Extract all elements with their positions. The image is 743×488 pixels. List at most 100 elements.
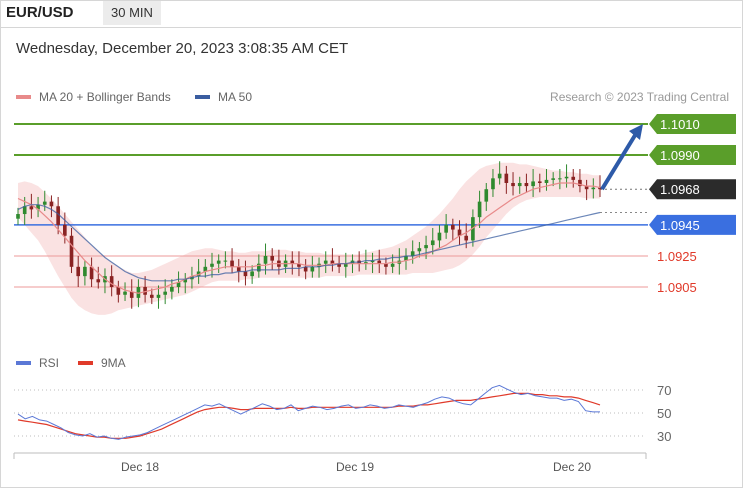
candle-body — [511, 182, 515, 187]
candle-body — [96, 279, 101, 283]
candle-body — [129, 291, 134, 298]
ma50-legend-label: MA 50 — [218, 90, 253, 104]
candle-body — [76, 266, 81, 277]
candle-body — [504, 173, 509, 183]
candle-body — [384, 263, 388, 267]
rsi-tick-50: 50 — [657, 406, 671, 421]
candle-body — [437, 232, 442, 241]
ma9-swatch — [78, 361, 93, 365]
ma20-legend-label: MA 20 + Bollinger Bands — [39, 90, 171, 104]
candle-body — [444, 224, 448, 233]
candle-body — [404, 255, 408, 261]
candle-body — [203, 266, 208, 272]
candle-body — [330, 260, 335, 264]
candle-body — [116, 287, 121, 295]
candle-body — [451, 224, 455, 230]
rsi-line — [17, 384, 600, 440]
candle-body — [123, 291, 127, 295]
candle-body — [410, 251, 415, 256]
candle-body — [464, 235, 469, 241]
candle-body — [430, 240, 435, 246]
rsi-tick-70: 70 — [657, 383, 671, 398]
candle-body — [477, 201, 482, 218]
candle-body — [36, 204, 40, 210]
legend-ma20: MA 20 + Bollinger Bands — [16, 90, 171, 104]
price-label-1.0990: 1.0990 — [660, 148, 700, 163]
candle-body — [558, 178, 562, 180]
candle-body — [16, 214, 20, 219]
legend-9ma: 9MA — [78, 356, 126, 370]
candle-body — [417, 248, 422, 252]
projection-arrow-shaft — [600, 130, 639, 191]
candle-body — [29, 206, 34, 210]
rsi-tick-30: 30 — [657, 429, 671, 444]
candle-body — [578, 179, 582, 187]
candle-body — [216, 260, 221, 264]
candle-body — [544, 179, 549, 183]
candle-body — [176, 282, 181, 287]
candle-body — [377, 260, 382, 264]
chart-header: EUR/USD 30 MIN — [0, 0, 741, 28]
candle-body — [170, 287, 174, 292]
candle-body — [571, 176, 576, 180]
candle-body — [243, 271, 248, 277]
candle-body — [517, 182, 522, 187]
candle-body — [591, 187, 596, 190]
candle-body — [343, 263, 348, 267]
candle-body — [424, 245, 428, 249]
research-credit: Research © 2023 Trading Central — [550, 90, 729, 104]
symbol-label: EUR/USD — [6, 4, 74, 21]
time-tick-label: Dec 20 — [553, 460, 591, 474]
ma9-legend-label: 9MA — [101, 356, 126, 370]
ma50-swatch — [195, 95, 210, 99]
candle-body — [303, 266, 308, 272]
candle-body — [42, 201, 47, 205]
candle-body — [56, 206, 60, 225]
price-label-box-1.0945 — [649, 214, 736, 235]
candle-body — [22, 206, 27, 215]
candle-body — [564, 176, 569, 179]
candle-body — [236, 266, 241, 272]
candle-body — [89, 266, 94, 280]
price-label-box-1.0990 — [649, 145, 736, 166]
candle-body — [149, 294, 154, 298]
ma50-line — [17, 204, 601, 282]
legend-ma50: MA 50 — [195, 90, 252, 104]
price-label-1.1010: 1.1010 — [660, 117, 700, 132]
candle-body — [290, 260, 295, 264]
candle-body — [49, 201, 54, 207]
candle-body — [210, 263, 214, 267]
candle-body — [537, 181, 542, 183]
candle-body — [491, 178, 495, 190]
candle-body — [524, 182, 529, 187]
candle-body — [584, 186, 589, 190]
rsi-9ma-line — [17, 392, 601, 439]
price-label-1.0905: 1.0905 — [657, 280, 697, 295]
candle-body — [63, 224, 67, 236]
rsi-swatch — [16, 361, 31, 365]
candle-body — [323, 260, 328, 264]
candle-body — [337, 263, 341, 267]
candle-body — [531, 181, 535, 187]
candle-body — [310, 266, 315, 272]
candle-body — [69, 235, 74, 267]
candle-body — [230, 260, 234, 267]
candle-body — [370, 260, 375, 263]
candle-body — [598, 187, 602, 190]
candle-body — [109, 276, 114, 287]
candle-body — [471, 217, 475, 241]
candle-body — [143, 287, 147, 295]
timeframe-selector[interactable]: 30 MIN — [103, 1, 161, 25]
candle-body — [484, 189, 489, 202]
header-divider — [0, 27, 741, 28]
candle-body — [297, 263, 301, 267]
price-label-1.0945: 1.0945 — [660, 218, 700, 233]
candle-body — [551, 178, 555, 180]
candle-body — [257, 263, 261, 272]
legend-rsi: RSI — [16, 356, 59, 370]
ma20-line — [17, 182, 601, 294]
price-label-box-1.1010 — [649, 114, 736, 134]
candle-body — [263, 255, 268, 264]
price-label-box-1.0968 — [649, 179, 736, 200]
